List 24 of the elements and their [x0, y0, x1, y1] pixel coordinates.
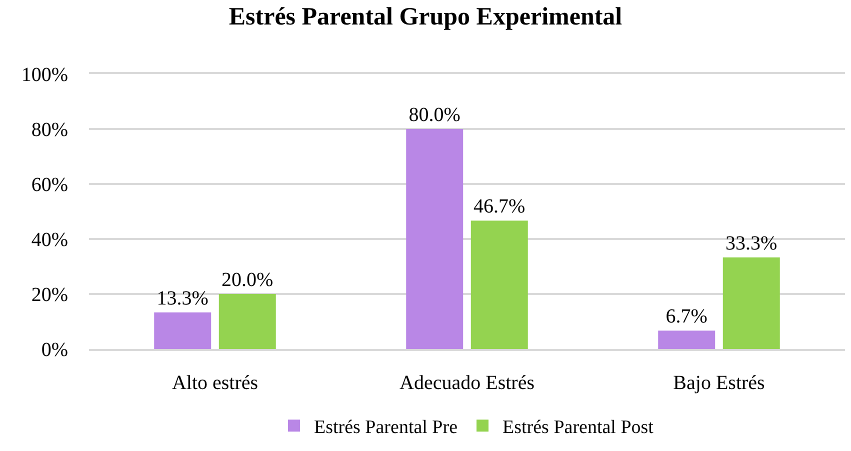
- data-label: 20.0%: [222, 269, 274, 291]
- y-tick-label: 80%: [31, 119, 68, 141]
- bar: [406, 129, 464, 349]
- y-tick-label: 40%: [31, 229, 68, 251]
- y-tick-label: 0%: [41, 339, 68, 361]
- chart-title: Estrés Parental Grupo Experimental: [228, 3, 622, 30]
- bar: [722, 257, 780, 349]
- bar: [154, 312, 212, 349]
- legend-label: Estrés Parental Pre: [314, 417, 458, 438]
- x-tick-label: Alto estrés: [172, 372, 258, 394]
- y-tick-label: 60%: [31, 174, 68, 196]
- legend-label: Estrés Parental Post: [502, 417, 654, 438]
- y-tick-label: 20%: [31, 284, 68, 306]
- data-label: 33.3%: [726, 232, 778, 254]
- bar: [470, 220, 528, 349]
- x-tick-label: Adecuado Estrés: [400, 372, 535, 394]
- data-label: 6.7%: [666, 306, 708, 328]
- bar: [658, 330, 716, 349]
- x-tick-label: Bajo Estrés: [673, 372, 766, 394]
- data-label: 80.0%: [408, 104, 460, 126]
- data-label: 46.7%: [474, 196, 526, 218]
- data-label: 13.3%: [156, 287, 208, 310]
- bar: [218, 294, 276, 349]
- y-tick-label: 100%: [21, 64, 68, 86]
